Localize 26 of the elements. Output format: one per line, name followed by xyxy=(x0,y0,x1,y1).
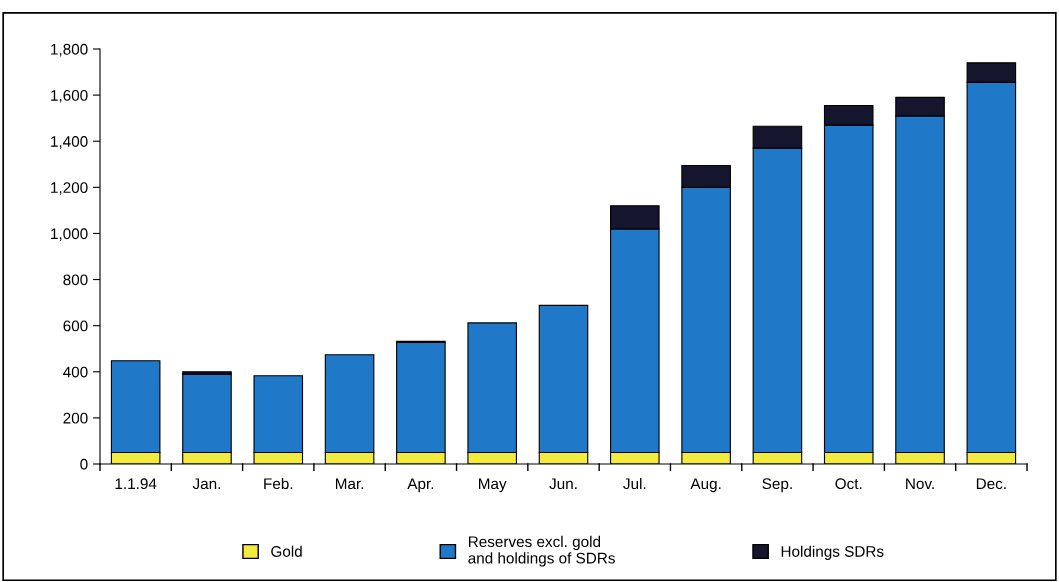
x-tick-label: Apr. xyxy=(407,478,434,493)
y-tick-label: 1,400 xyxy=(51,136,88,149)
y-tick-label: 0 xyxy=(80,458,88,470)
x-tick-label: Jul. xyxy=(623,477,646,490)
y-tick-label: 1,600 xyxy=(51,89,88,103)
y-tick-label: 200 xyxy=(63,412,88,424)
x-tick-label: Aug. xyxy=(690,478,721,493)
x-tick-label: Feb. xyxy=(264,477,293,490)
x-tick-label: Jan. xyxy=(192,478,221,490)
y-tick-label: 1,000 xyxy=(51,228,88,241)
x-tick-label: May xyxy=(479,478,507,493)
y-tick-label: 800 xyxy=(63,274,88,286)
legend-label: Holdings SDRs xyxy=(781,545,884,560)
y-tick-label: 1,800 xyxy=(51,43,88,57)
y-tick-label: 400 xyxy=(63,366,88,378)
y-tick-label: 1,200 xyxy=(51,182,88,195)
x-tick-label: Dec. xyxy=(976,478,1006,490)
x-tick-label: Oct. xyxy=(835,478,862,490)
x-tick-label: Mar. xyxy=(335,478,364,490)
legend-label: Gold xyxy=(271,545,302,557)
legend-label: Reserves excl. gold and holdings of SDRs xyxy=(468,535,615,567)
x-tick-label: 1.1.94 xyxy=(115,478,157,490)
y-tick-label: 600 xyxy=(63,320,88,332)
x-tick-label: Sep. xyxy=(762,478,792,493)
x-tick-label: Jun. xyxy=(549,478,577,490)
x-tick-label: Nov. xyxy=(906,478,934,490)
